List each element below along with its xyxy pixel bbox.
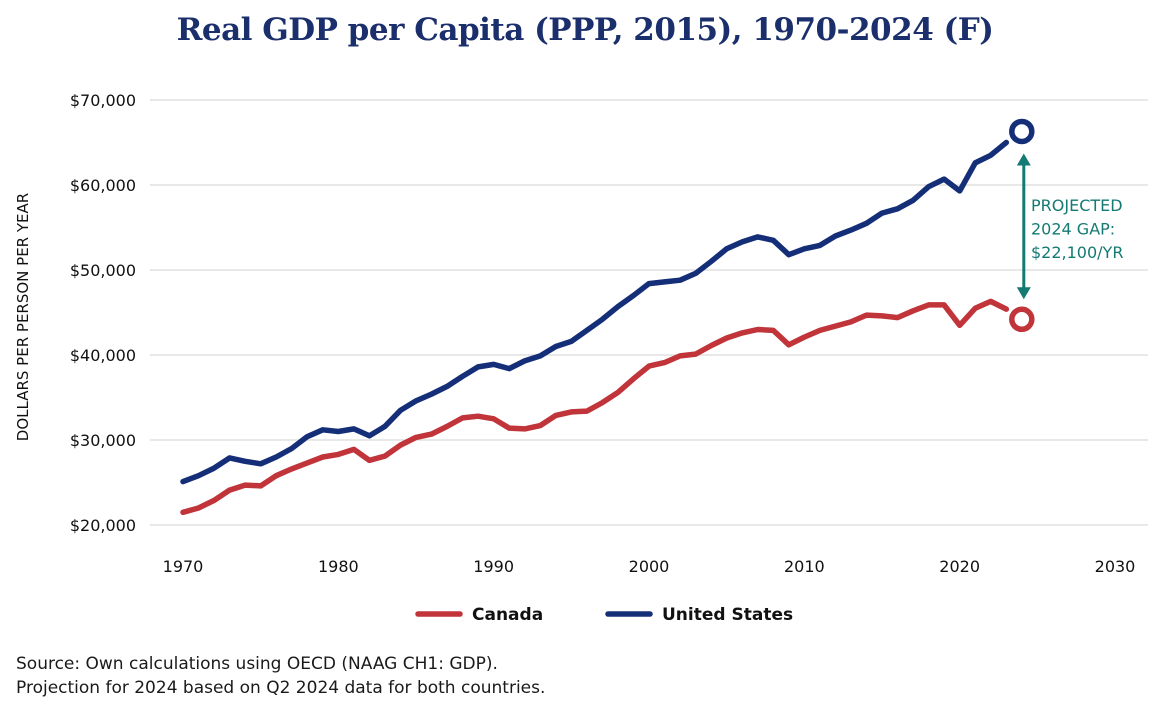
y-axis-label: DOLLARS PER PERSON PER YEAR (14, 193, 32, 441)
x-tick-label: 1980 (318, 557, 359, 576)
x-tick-label: 1990 (473, 557, 514, 576)
series-line (180, 298, 1010, 516)
gap-annotation-text: $22,100/YR (1031, 243, 1123, 262)
gap-arrow-head-up (1016, 153, 1031, 166)
source-note: Source: Own calculations using OECD (NAA… (16, 652, 545, 700)
gap-annotation-text: PROJECTED (1031, 196, 1123, 215)
y-tick-label: $40,000 (70, 346, 136, 365)
series-line (180, 139, 1010, 485)
y-tick-label: $30,000 (70, 431, 136, 450)
source-line-2: Projection for 2024 based on Q2 2024 dat… (16, 678, 546, 698)
y-tick-label: $70,000 (70, 91, 136, 110)
legend-label: United States (662, 605, 793, 625)
projection-marker (1009, 306, 1035, 333)
y-tick-label: $20,000 (70, 516, 136, 535)
legend: Canada United States (415, 605, 793, 625)
series-united-states (180, 118, 1035, 485)
y-tick-label: $50,000 (70, 261, 136, 280)
x-tick-label: 2020 (939, 557, 980, 576)
source-line-1: Source: Own calculations using OECD (NAA… (16, 654, 498, 674)
legend-label: Canada (472, 605, 543, 625)
x-tick-label: 2010 (784, 557, 825, 576)
x-tick-label: 2030 (1095, 557, 1136, 576)
series-canada (180, 298, 1035, 516)
chart-title: Real GDP per Capita (PPP, 2015), 1970-20… (176, 12, 994, 48)
gap-annotation-text: 2024 GAP: (1031, 220, 1115, 239)
x-tick-label: 2000 (629, 557, 670, 576)
projection-marker (1009, 118, 1035, 145)
x-tick-label: 1970 (163, 557, 204, 576)
y-tick-label: $60,000 (70, 176, 136, 195)
gap-annotation: PROJECTED 2024 GAP: $22,100/YR (1016, 153, 1123, 300)
gap-arrow-head-down (1016, 287, 1031, 300)
